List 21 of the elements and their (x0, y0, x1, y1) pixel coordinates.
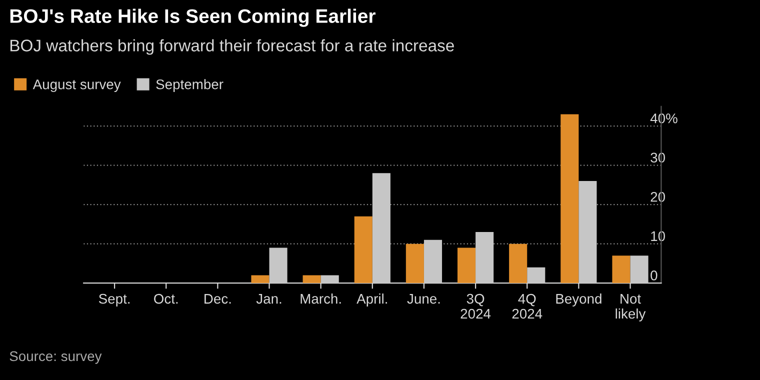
x-tick-label: April. (356, 294, 387, 306)
x-tick-label: Not likely (616, 294, 646, 322)
x-tick-label: Beyond (556, 294, 602, 306)
y-tick-label: 0 (650, 270, 658, 280)
legend-label: September (156, 79, 224, 92)
x-tick-label: March. (300, 294, 341, 304)
y-tick-label: 30 (650, 152, 665, 163)
x-tick-label: Jan. (256, 294, 282, 304)
y-tick-label: 10 (651, 231, 665, 242)
x-tick-label: Oct. (154, 294, 178, 304)
x-tick-label: Dec. (204, 294, 231, 304)
x-tick-label: June. (407, 294, 440, 304)
source-note: Source: survey (10, 351, 102, 364)
x-tick-label: Sept. (98, 294, 130, 306)
legend-label: August survey (32, 80, 121, 92)
x-tick-label: 3Q 2024 (460, 294, 491, 319)
y-tick-label: 20 (650, 192, 665, 202)
chart-subtitle: BOJ watchers bring forward their forecast for a rate increase (10, 39, 454, 55)
y-tick-label: 40% (650, 113, 678, 124)
x-tick-label: 4Q 2024 (512, 294, 542, 319)
chart-title: BOJ's Rate Hike Is Seen Coming Earlier (10, 8, 376, 27)
